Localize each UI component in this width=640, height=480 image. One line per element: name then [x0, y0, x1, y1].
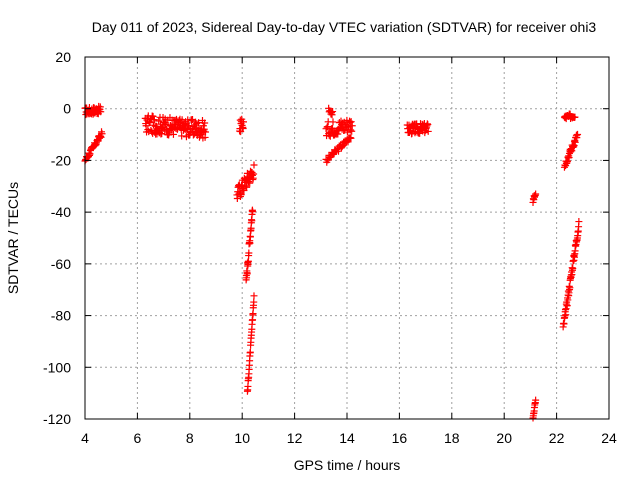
x-axis-label: GPS time / hours: [294, 457, 401, 473]
y-tick-label: 20: [55, 49, 71, 65]
y-tick-label: -60: [51, 256, 71, 272]
data-point: [566, 284, 574, 292]
data-point: [575, 218, 583, 226]
series-arc-13.3h-top: [325, 104, 337, 119]
series-arc-6.3h: [141, 112, 210, 142]
axis-ticks: [84, 56, 610, 420]
data-point: [249, 208, 257, 216]
x-tick-label: 10: [234, 430, 250, 446]
x-tick-label: 24: [601, 430, 617, 446]
data-point: [243, 270, 251, 278]
data-point: [237, 191, 245, 199]
x-tick-label: 20: [496, 430, 512, 446]
data-point: [162, 120, 170, 128]
data-point: [532, 190, 540, 198]
data-point: [248, 217, 256, 225]
y-tick-label: -40: [51, 204, 71, 220]
data-point: [347, 134, 355, 142]
data-point: [329, 108, 337, 116]
series-arc-21.1h-mid: [529, 190, 540, 206]
y-tick-label: -80: [51, 308, 71, 324]
series-arc-21.1h-low: [529, 396, 540, 422]
data-point: [235, 182, 243, 190]
data-point: [202, 128, 210, 136]
data-points: [81, 102, 583, 422]
x-tick-label: 18: [444, 430, 460, 446]
series-arc-9.8h-cluster: [233, 161, 258, 202]
data-point: [169, 130, 177, 138]
series-arc-10.2h-deep: [243, 292, 258, 395]
data-point: [240, 118, 248, 126]
grid-lines: [85, 57, 609, 419]
x-tick-label: 4: [81, 430, 89, 446]
y-tick-label: -100: [43, 359, 71, 375]
series-arc-22.3h-top: [560, 110, 579, 123]
data-point: [250, 298, 258, 306]
x-tick-label: 16: [392, 430, 408, 446]
data-point: [250, 161, 258, 169]
data-point: [562, 311, 570, 319]
data-point: [178, 132, 186, 140]
data-point: [338, 143, 346, 151]
data-point: [158, 130, 166, 138]
x-tick-labels: 4 6 8 10 12 14 16 18 20 22 24: [81, 430, 617, 446]
series-arc-16.3h: [403, 120, 432, 138]
series-arc-13.2h-rise: [322, 134, 355, 166]
series-arc-13.2h-cluster: [322, 116, 356, 140]
data-point: [344, 138, 352, 146]
data-point: [149, 112, 157, 120]
data-point: [532, 396, 540, 404]
data-point: [201, 119, 209, 127]
data-point: [348, 122, 356, 130]
y-tick-label: -120: [43, 411, 71, 427]
data-point: [424, 121, 432, 129]
data-point: [347, 126, 355, 134]
data-point: [246, 233, 254, 241]
data-point: [250, 170, 258, 178]
data-point: [574, 130, 582, 138]
chart-title: Day 011 of 2023, Sidereal Day-to-day VTE…: [92, 19, 597, 35]
series-arc-9.9h-small: [236, 115, 248, 136]
data-point: [569, 265, 577, 273]
data-point: [98, 130, 106, 138]
series-arc-22.3h-rise: [560, 130, 582, 171]
data-point: [329, 118, 337, 126]
y-axis-label: SDTVAR / TECUs: [5, 182, 21, 294]
x-tick-label: 8: [186, 430, 194, 446]
series-arc-10.2h-drop: [242, 206, 257, 284]
data-point: [150, 116, 158, 124]
x-tick-label: 22: [549, 430, 565, 446]
data-point: [142, 122, 150, 130]
data-point: [97, 108, 105, 116]
data-point: [571, 113, 579, 121]
y-tick-labels: -120 -100 -80 -60 -40 -20 0 20: [43, 49, 71, 427]
x-tick-label: 6: [134, 430, 142, 446]
data-point: [188, 117, 196, 125]
y-tick-label: 0: [63, 101, 71, 117]
data-point: [249, 310, 257, 318]
x-tick-label: 12: [287, 430, 303, 446]
data-point: [347, 118, 355, 126]
y-tick-label: -20: [51, 152, 71, 168]
data-point: [239, 125, 247, 133]
data-point: [236, 116, 244, 124]
data-point: [148, 128, 156, 136]
x-tick-label: 14: [339, 430, 355, 446]
data-point: [250, 292, 258, 300]
data-point: [243, 183, 251, 191]
data-point: [424, 127, 432, 135]
series-arc-22.2h-deep: [559, 218, 583, 331]
data-point: [195, 119, 203, 127]
data-point: [245, 249, 253, 257]
data-point: [246, 348, 254, 356]
data-point: [246, 239, 254, 247]
